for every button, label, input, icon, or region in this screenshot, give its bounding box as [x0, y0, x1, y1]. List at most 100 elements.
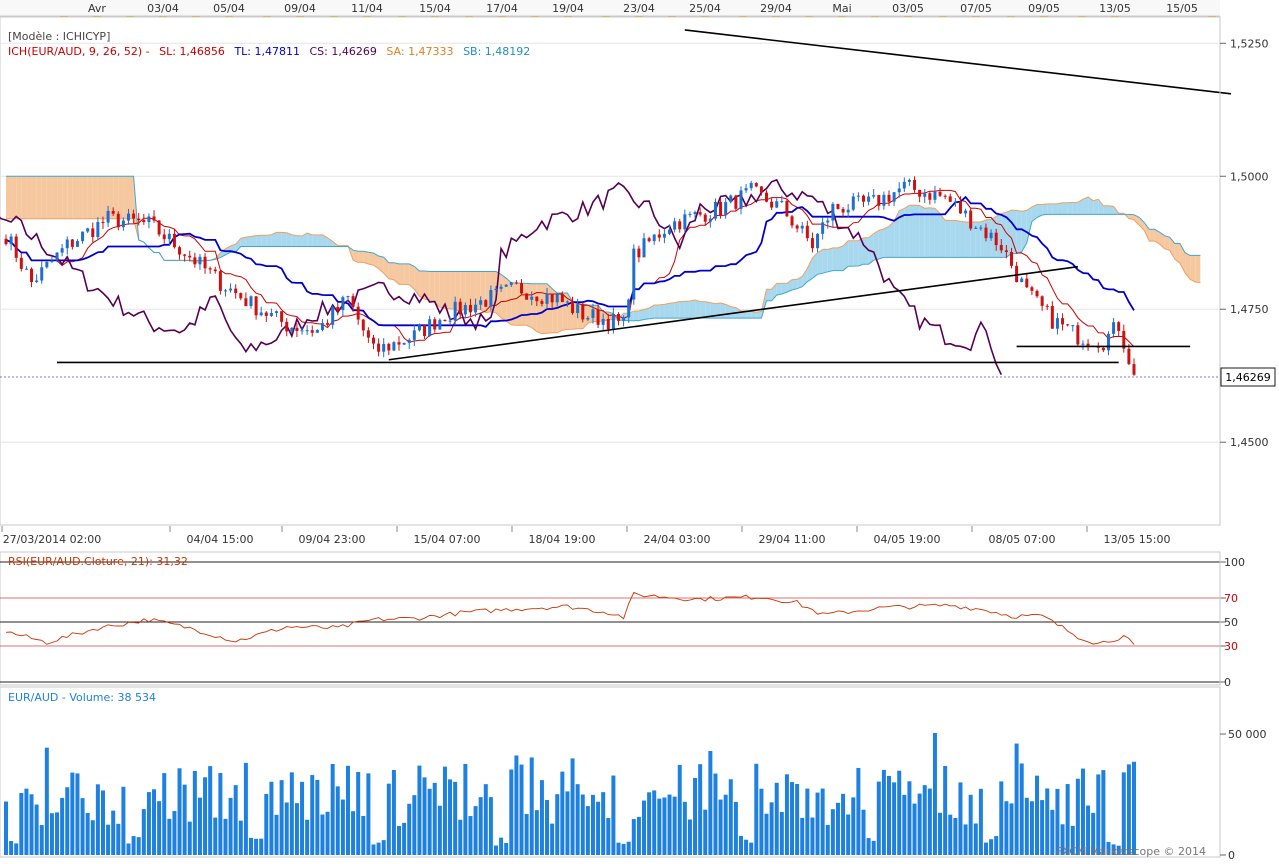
- volume-bar: [172, 811, 176, 855]
- cloud-segment: [404, 264, 409, 285]
- candle-body: [1061, 318, 1064, 324]
- candle-body: [107, 211, 110, 223]
- volume-bar: [336, 786, 340, 855]
- volume-bar: [269, 782, 273, 855]
- rsi-tick-label: 100: [1224, 556, 1245, 569]
- cloud-segment: [976, 222, 981, 257]
- candle-body: [30, 269, 33, 282]
- volume-bar: [1050, 810, 1054, 855]
- volume-bar: [229, 798, 233, 855]
- volume-bar: [366, 773, 370, 855]
- cloud-segment: [26, 176, 31, 219]
- cloud-segment: [389, 263, 394, 280]
- cloud-segment: [700, 301, 705, 318]
- candle-body: [857, 196, 860, 197]
- volume-label: EUR/AUD - Volume: 38 534: [8, 691, 156, 704]
- legend-sl: SL: 1,46856: [159, 45, 225, 58]
- candle-body: [433, 319, 436, 329]
- volume-bar: [948, 815, 952, 855]
- volume-bar: [417, 766, 421, 855]
- candle-body: [137, 219, 140, 220]
- volume-bar: [24, 789, 28, 855]
- cloud-segment: [251, 236, 256, 247]
- main-panel[interactable]: [0, 17, 1220, 525]
- candle-body: [939, 192, 942, 196]
- candle-body: [719, 202, 722, 215]
- candle-body: [362, 320, 365, 331]
- volume-bar: [208, 766, 212, 855]
- candle-body: [500, 287, 503, 289]
- volume-bar: [315, 780, 319, 855]
- candle-body: [142, 220, 145, 222]
- volume-bar: [213, 818, 217, 855]
- volume-bar: [591, 795, 595, 855]
- candle-body: [821, 222, 824, 233]
- candle-body: [387, 344, 390, 351]
- volume-bar: [1004, 801, 1008, 855]
- volume-bar: [652, 790, 656, 855]
- cloud-segment: [37, 176, 42, 219]
- candle-body: [25, 269, 28, 270]
- top-date-label: 03/04: [147, 2, 179, 15]
- volume-bar: [264, 794, 268, 855]
- candle-body: [392, 342, 395, 350]
- top-date-label: 15/05: [1166, 2, 1198, 15]
- cloud-segment: [98, 176, 103, 219]
- candle-body: [489, 290, 492, 307]
- candle-body: [520, 283, 523, 293]
- volume-bar: [91, 820, 95, 855]
- candle-body: [214, 270, 217, 272]
- cloud-segment: [833, 248, 838, 271]
- candle-body: [341, 297, 344, 310]
- candle-body: [954, 202, 957, 203]
- volume-bar: [765, 814, 769, 855]
- volume-bar: [479, 797, 483, 855]
- volume-bar: [882, 770, 886, 855]
- volume-bar: [259, 839, 263, 855]
- volume-bar: [438, 806, 442, 855]
- candle-body: [219, 271, 222, 291]
- volume-bar: [1040, 800, 1044, 855]
- cloud-segment: [1063, 203, 1068, 215]
- cloud-segment: [777, 283, 782, 295]
- volume-bar: [35, 805, 39, 855]
- candle-body: [418, 325, 421, 330]
- candle-body: [474, 305, 477, 313]
- volume-bar: [560, 772, 564, 855]
- rsi-panel[interactable]: [0, 552, 1220, 685]
- volume-bar: [734, 802, 738, 855]
- volume-bar: [846, 815, 850, 855]
- candle-body: [663, 234, 666, 238]
- top-date-label: 09/05: [1028, 2, 1060, 15]
- candle-body: [898, 188, 901, 192]
- volume-bar: [933, 733, 937, 855]
- candle-body: [1133, 364, 1136, 375]
- candle-body: [979, 228, 982, 229]
- volume-bar: [1076, 779, 1080, 855]
- volume-bar: [55, 812, 59, 855]
- cloud-segment: [955, 220, 960, 257]
- candle-body: [459, 302, 462, 315]
- volume-bar: [800, 818, 804, 855]
- volume-bar: [958, 782, 962, 855]
- volume-bar: [897, 771, 901, 855]
- volume-bar: [101, 790, 105, 855]
- candle-body: [658, 234, 661, 237]
- volume-bar: [1035, 776, 1039, 855]
- volume-bar: [504, 843, 508, 855]
- candle-body: [35, 280, 38, 282]
- candle-body: [71, 240, 74, 247]
- volume-bar: [647, 792, 651, 855]
- cloud-segment: [904, 205, 909, 257]
- volume-bar: [821, 789, 825, 855]
- candle-body: [831, 204, 834, 221]
- cloud-segment: [312, 235, 317, 247]
- candle-body: [147, 216, 150, 222]
- bottom-date-label: 13/05 15:00: [1104, 533, 1171, 546]
- candle-body: [81, 232, 84, 242]
- volume-bar: [1020, 763, 1024, 855]
- candle-body: [556, 294, 559, 302]
- bottom-date-label: 24/04 03:00: [644, 533, 711, 546]
- volume-bar: [637, 817, 641, 855]
